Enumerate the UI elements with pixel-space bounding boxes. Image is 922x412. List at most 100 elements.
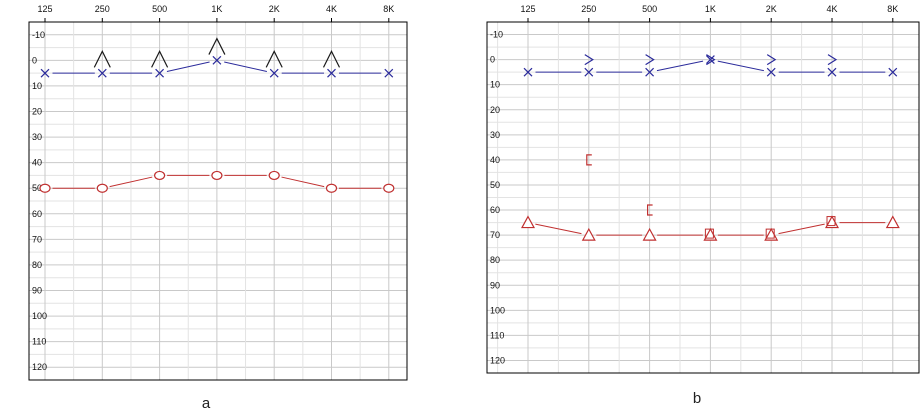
data-point bbox=[704, 228, 714, 239]
data-point bbox=[520, 215, 536, 229]
y-tick-label: 30 bbox=[32, 132, 42, 142]
data-point bbox=[322, 50, 341, 68]
data-point bbox=[269, 68, 279, 78]
y-tick-label: 120 bbox=[32, 362, 47, 372]
y-tick-label: -10 bbox=[32, 30, 45, 40]
y-tick-label: 70 bbox=[32, 234, 42, 244]
y-tick-label: 40 bbox=[32, 158, 42, 168]
data-point bbox=[826, 216, 836, 227]
data-point bbox=[642, 227, 657, 241]
data-point bbox=[384, 68, 394, 78]
data-point bbox=[151, 50, 169, 68]
data-point bbox=[523, 67, 533, 77]
x-tick-label: 4K bbox=[826, 4, 837, 14]
masked-bone-marker bbox=[586, 154, 592, 166]
circle-marker bbox=[268, 170, 280, 181]
y-tick-label: -10 bbox=[490, 30, 503, 40]
y-tick-label: 10 bbox=[32, 81, 42, 91]
triangle-marker bbox=[885, 215, 900, 229]
circle-marker bbox=[154, 170, 166, 181]
bone-conduction-marker bbox=[93, 50, 111, 68]
y-tick-label: 20 bbox=[32, 107, 42, 117]
x-marker bbox=[269, 68, 279, 78]
data-point bbox=[208, 37, 226, 55]
data-point bbox=[584, 67, 594, 77]
data-point bbox=[645, 54, 655, 66]
bone-conduction-marker bbox=[208, 37, 226, 55]
series-line-segment bbox=[656, 60, 704, 72]
data-point bbox=[383, 183, 395, 193]
x-marker bbox=[212, 55, 222, 65]
data-point bbox=[212, 55, 222, 65]
x-tick-label: 8K bbox=[383, 4, 394, 14]
x-marker bbox=[766, 67, 776, 77]
series-line-segment bbox=[281, 176, 325, 188]
data-point bbox=[325, 183, 338, 193]
data-point bbox=[40, 68, 50, 78]
x-tick-label: 4K bbox=[326, 4, 337, 14]
y-tick-label: 70 bbox=[490, 230, 500, 240]
series-line-segment bbox=[166, 61, 210, 72]
audiogram-b: 125 250 500 1K 2K 4K 8K -10 0 10 20 30 40 50 60 70 80 90 1… bbox=[478, 0, 922, 412]
y-tick-label: 120 bbox=[490, 355, 505, 365]
data-point bbox=[211, 170, 223, 181]
y-tick-label: 60 bbox=[490, 205, 500, 215]
bone-conduction-marker bbox=[827, 54, 838, 66]
audiogram-a-plot: 125 250 500 1K 2K 4K 8K -10 0 10 20 30 40 50 60 70 80 90 1… bbox=[28, 4, 408, 381]
square-marker bbox=[704, 228, 714, 239]
data-point bbox=[327, 68, 336, 78]
y-tick-label: 10 bbox=[490, 80, 500, 90]
x-tick-label: 250 bbox=[581, 4, 596, 14]
series-line-segment bbox=[717, 60, 764, 72]
bone-conduction-marker bbox=[151, 50, 169, 68]
data-point bbox=[268, 170, 280, 181]
data-point bbox=[581, 227, 596, 241]
x-tick-label: 500 bbox=[152, 4, 167, 14]
y-tick-label: 100 bbox=[490, 305, 505, 315]
y-tick-label: 80 bbox=[32, 260, 42, 270]
x-tick-label: 8K bbox=[887, 4, 898, 14]
data-point bbox=[39, 183, 51, 193]
x-tick-label: 250 bbox=[95, 4, 110, 14]
data-point bbox=[154, 170, 166, 181]
circle-marker bbox=[96, 183, 108, 193]
triangle-marker bbox=[581, 227, 596, 241]
data-point bbox=[888, 67, 898, 77]
x-tick-label: 125 bbox=[520, 4, 535, 14]
y-tick-label: 50 bbox=[32, 183, 42, 193]
data-point bbox=[827, 67, 837, 77]
audiogram-b-plot: 125 250 500 1K 2K 4K 8K -10 0 10 20 30 40 50 60 70 80 90 1… bbox=[486, 4, 920, 374]
y-tick-label: 100 bbox=[32, 311, 47, 321]
data-point bbox=[766, 67, 776, 77]
data-point bbox=[827, 54, 838, 66]
data-point bbox=[97, 68, 107, 78]
x-marker bbox=[584, 67, 594, 77]
y-tick-label: 90 bbox=[490, 280, 500, 290]
x-marker bbox=[384, 68, 394, 78]
series-line-segment bbox=[535, 223, 582, 235]
data-point bbox=[265, 50, 283, 68]
x-tick-label: 2K bbox=[766, 4, 777, 14]
data-point bbox=[766, 54, 777, 66]
x-marker bbox=[97, 68, 107, 78]
data-point bbox=[96, 183, 108, 193]
caption-b: b bbox=[692, 390, 702, 407]
y-tick-label: 90 bbox=[32, 286, 42, 296]
data-point bbox=[645, 67, 655, 77]
x-tick-label: 500 bbox=[642, 4, 657, 14]
y-tick-label: 110 bbox=[490, 330, 504, 340]
y-tick-label: 50 bbox=[490, 180, 500, 190]
y-tick-label: 80 bbox=[490, 255, 500, 265]
x-tick-label: 1K bbox=[211, 4, 222, 14]
x-tick-label: 2K bbox=[269, 4, 280, 14]
x-marker bbox=[705, 55, 715, 65]
caption-a: a bbox=[201, 395, 211, 412]
audiogram-a: 125 250 500 1K 2K 4K 8K -10 0 10 20 30 40 50 60 70 80 90 1… bbox=[0, 0, 430, 412]
triangle-marker bbox=[642, 227, 657, 241]
x-marker bbox=[155, 68, 165, 78]
bone-conduction-marker bbox=[584, 54, 594, 66]
data-point bbox=[647, 204, 653, 216]
series-line-segment bbox=[109, 176, 153, 188]
data-point bbox=[586, 154, 592, 166]
data-point bbox=[584, 54, 594, 66]
